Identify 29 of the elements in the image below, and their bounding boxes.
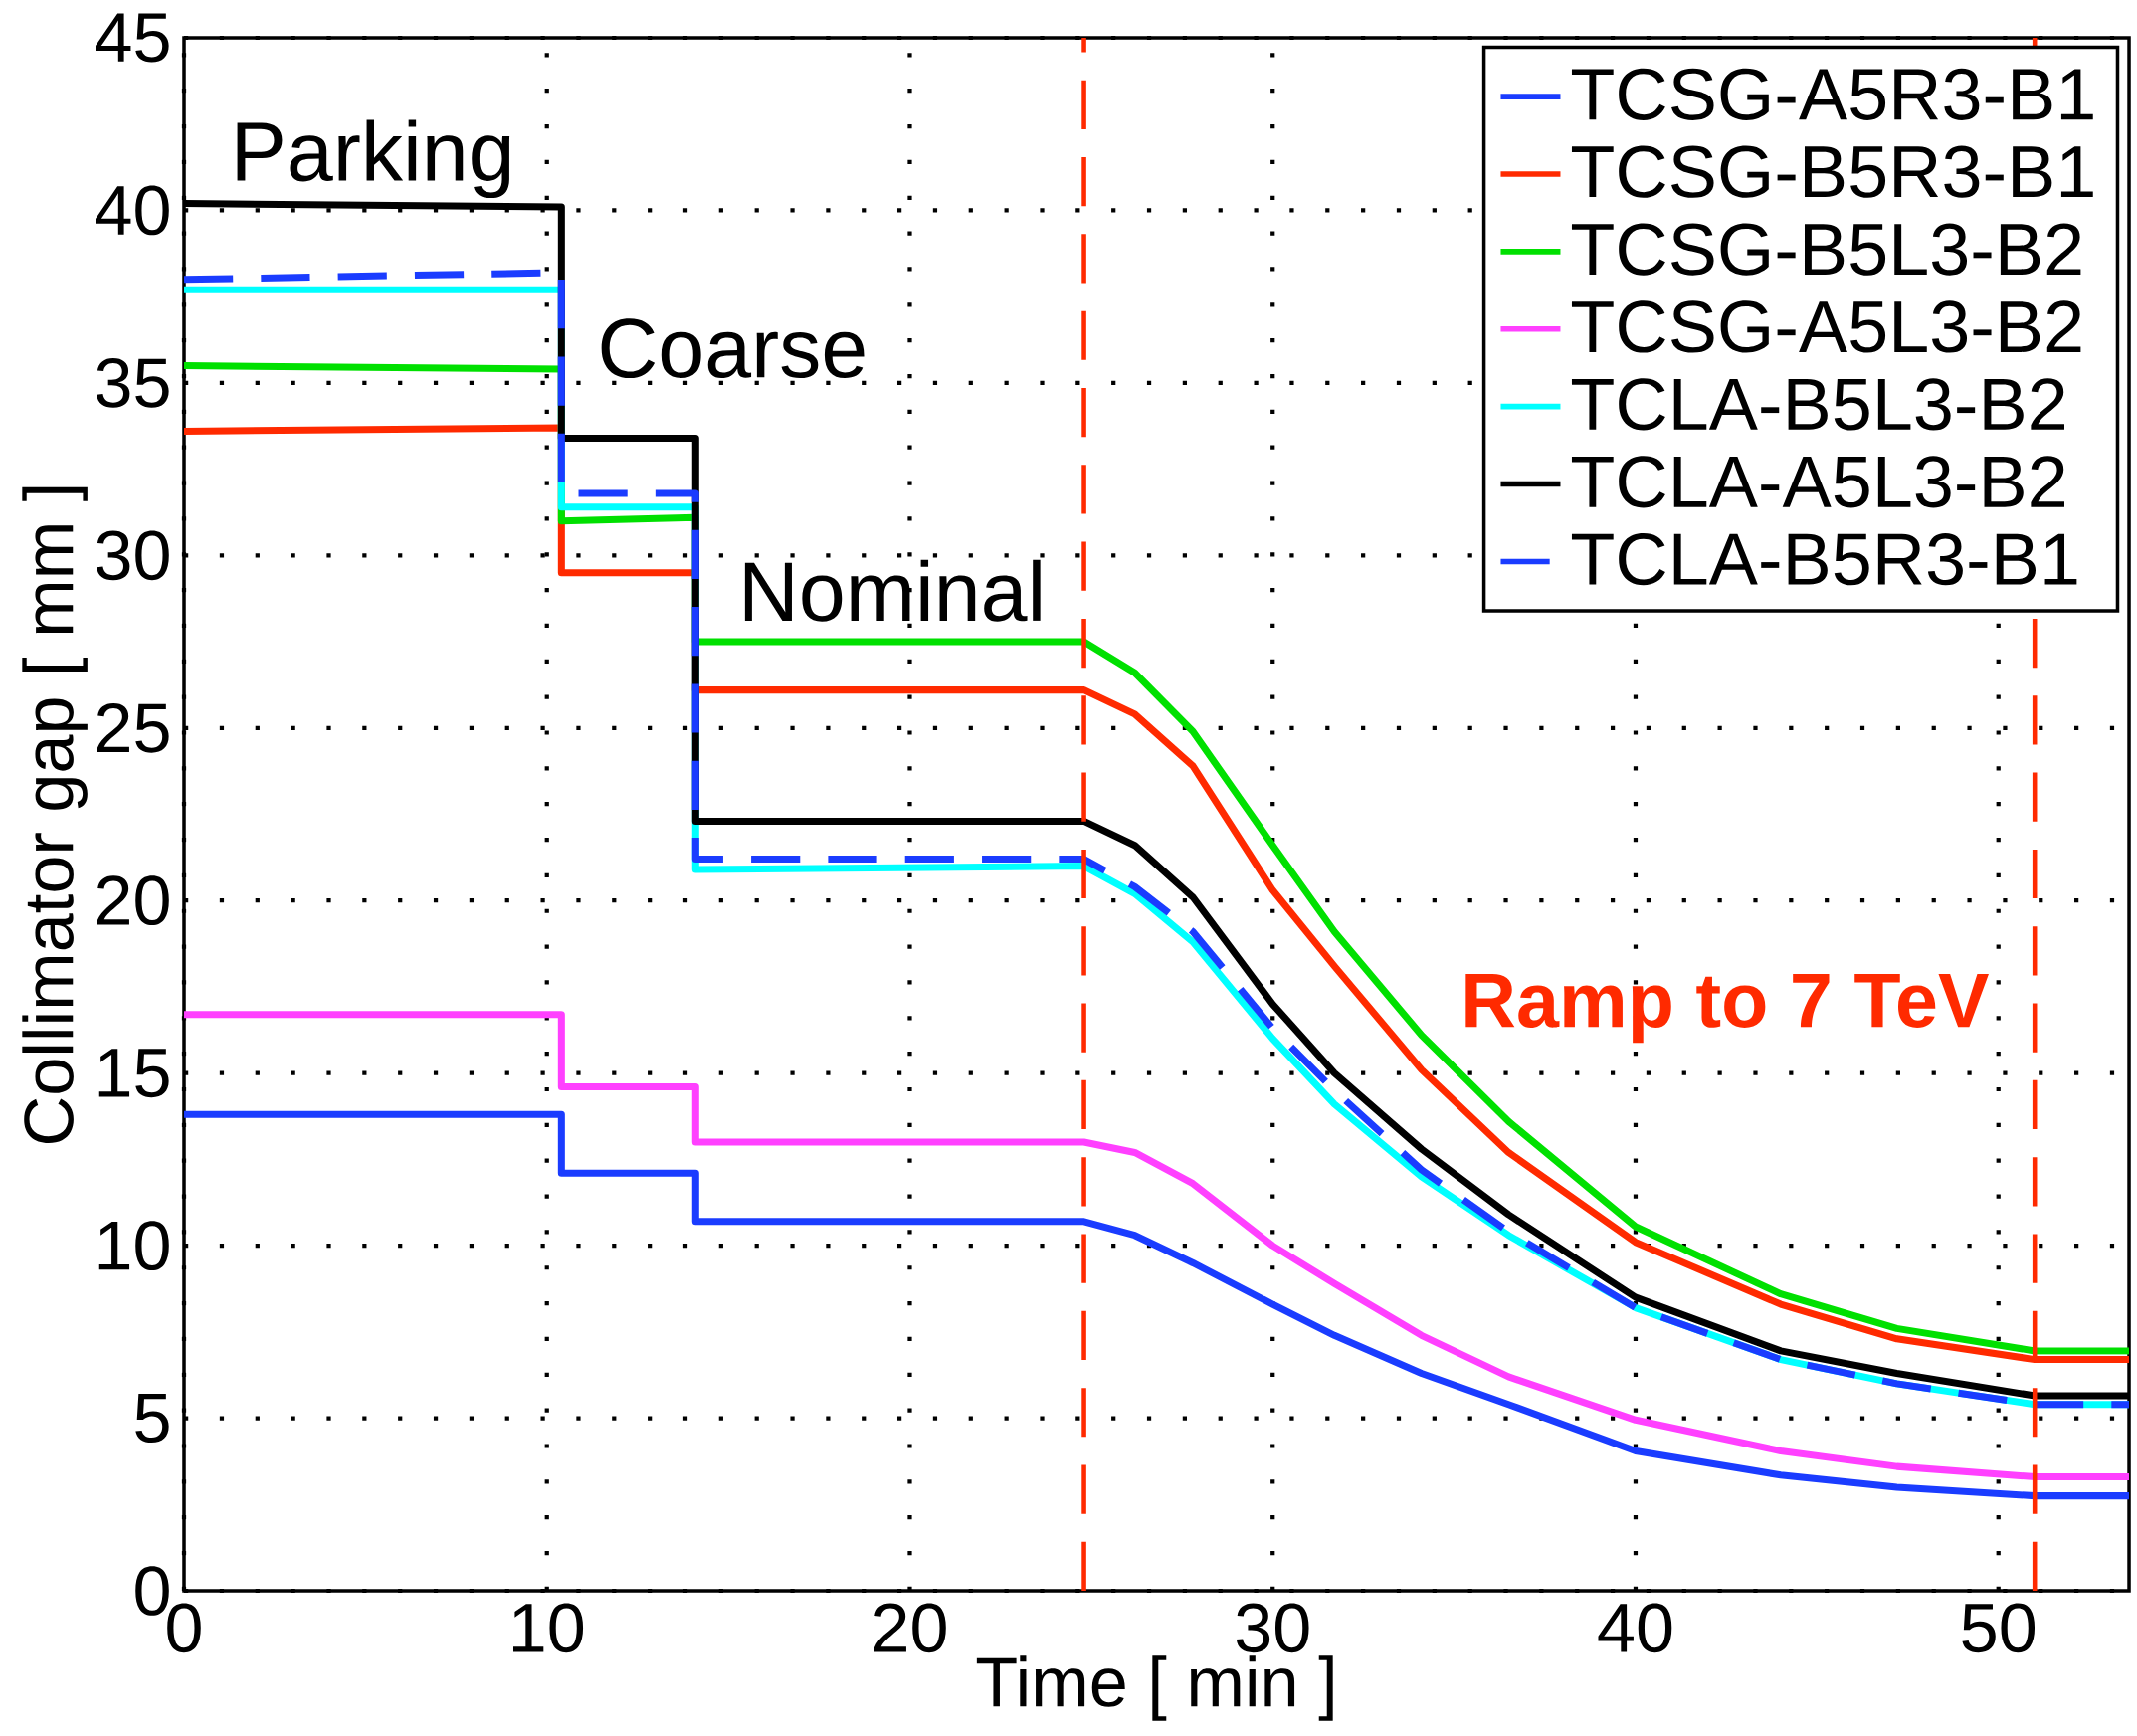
ref-line-label: Ramp to 7 TeV	[1465, 974, 1989, 1044]
annotation: Coarse	[601, 318, 865, 379]
legend-label: TCSG-B5R3-B1	[1571, 145, 2093, 198]
y-tick-label: 5	[135, 1394, 169, 1444]
legend-label: TCLA-B5L3-B2	[1571, 378, 2064, 431]
y-tick-label: 35	[97, 358, 169, 408]
y-axis-title: Collimator gap [ mm ]	[22, 486, 88, 1143]
legend-label: TCLA-A5L3-B2	[1571, 456, 2064, 508]
annotation: Parking	[237, 119, 510, 199]
x-tick-label: 30	[1236, 1603, 1309, 1653]
x-tick-label: 10	[513, 1603, 584, 1653]
y-tick-label: 25	[97, 702, 169, 753]
legend-label: TCSG-B5L3-B2	[1571, 223, 2081, 276]
y-tick-label: 45	[96, 13, 169, 63]
x-axis-title: Time [ min ]	[976, 1655, 1333, 1721]
y-tick-label: 40	[96, 185, 169, 236]
legend-label: TCLA-B5R3-B1	[1571, 533, 2077, 586]
legend-label: TCSG-A5R3-B1	[1571, 68, 2093, 120]
y-tick-label: 10	[98, 1221, 169, 1270]
y-tick-label: 30	[97, 530, 169, 581]
x-tick-label: 50	[1962, 1603, 2036, 1653]
y-tick-label: 15	[98, 1049, 169, 1098]
x-tick-label: 0	[167, 1603, 201, 1653]
y-tick-label: 0	[135, 1566, 169, 1616]
annotation: Nominal	[744, 559, 1041, 622]
x-tick-label: 20	[874, 1603, 946, 1653]
y-tick-label: 20	[97, 875, 169, 926]
legend-label: TCSG-A5L3-B2	[1571, 300, 2081, 353]
x-tick-label: 40	[1598, 1603, 1672, 1653]
